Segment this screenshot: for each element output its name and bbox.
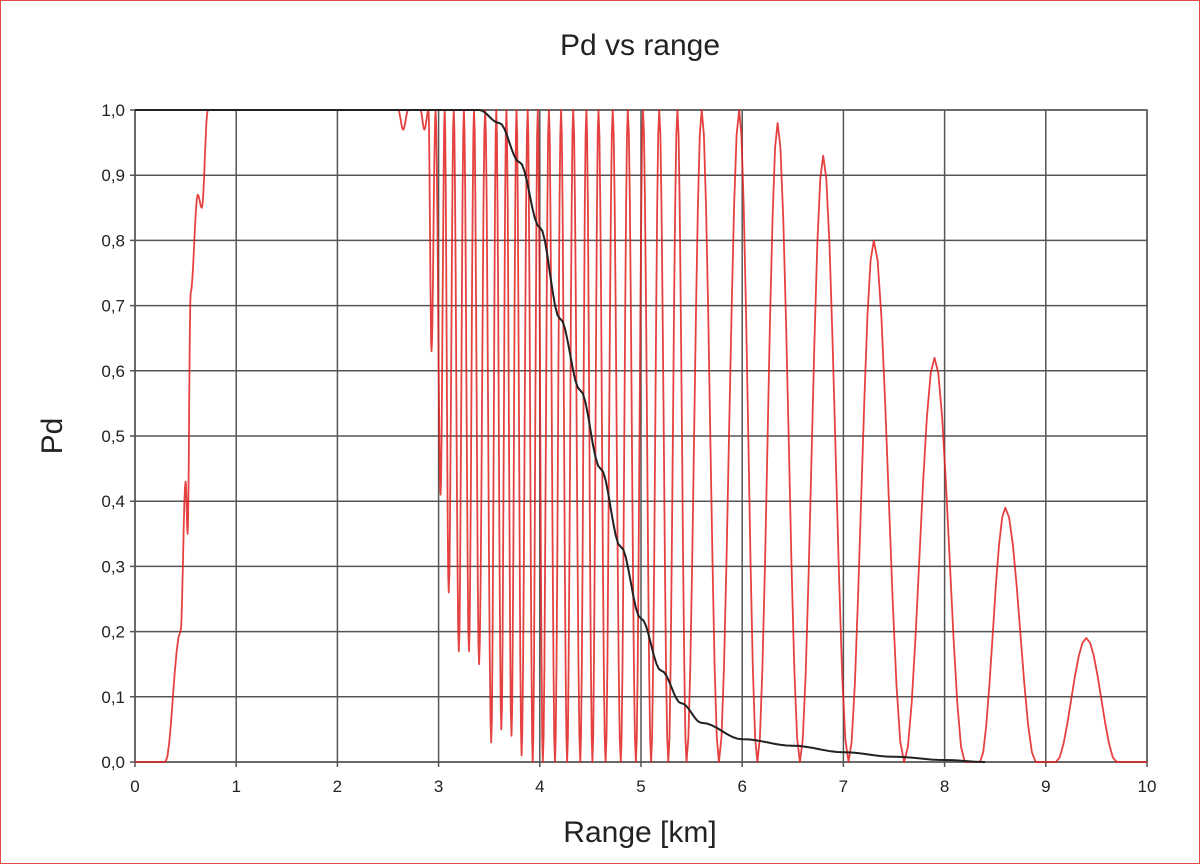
series-line-free-space <box>135 109 986 763</box>
x-tick-label: 9 <box>1041 777 1050 796</box>
x-tick-label: 1 <box>231 777 240 796</box>
y-tick-label: 0,3 <box>101 557 125 576</box>
y-tick-label: 0,2 <box>101 623 125 642</box>
y-tick-label: 0,4 <box>101 492 125 511</box>
y-axis-label: Pd <box>36 418 69 455</box>
x-tick-label: 3 <box>434 777 443 796</box>
y-tick-label: 0,7 <box>101 297 125 316</box>
x-tick-label: 8 <box>940 777 949 796</box>
x-axis-label: Range [km] <box>563 816 716 849</box>
series-line-multipath <box>135 109 1147 763</box>
y-tick-label: 0,8 <box>101 231 125 250</box>
x-tick-label: 4 <box>535 777 544 796</box>
x-tick-label: 10 <box>1138 777 1157 796</box>
x-tick-label: 5 <box>636 777 645 796</box>
y-tick-label: 1,0 <box>101 101 125 120</box>
y-tick-label: 0,0 <box>101 753 125 772</box>
x-tick-label: 6 <box>737 777 746 796</box>
chart-title: Pd vs range <box>560 29 720 62</box>
y-tick-label: 0,5 <box>101 427 125 446</box>
x-tick-label: 7 <box>839 777 848 796</box>
y-tick-label: 0,1 <box>101 688 125 707</box>
x-tick-label: 0 <box>130 777 139 796</box>
y-tick-label: 0,9 <box>101 166 125 185</box>
y-tick-label: 0,6 <box>101 362 125 381</box>
x-tick-label: 2 <box>333 777 342 796</box>
